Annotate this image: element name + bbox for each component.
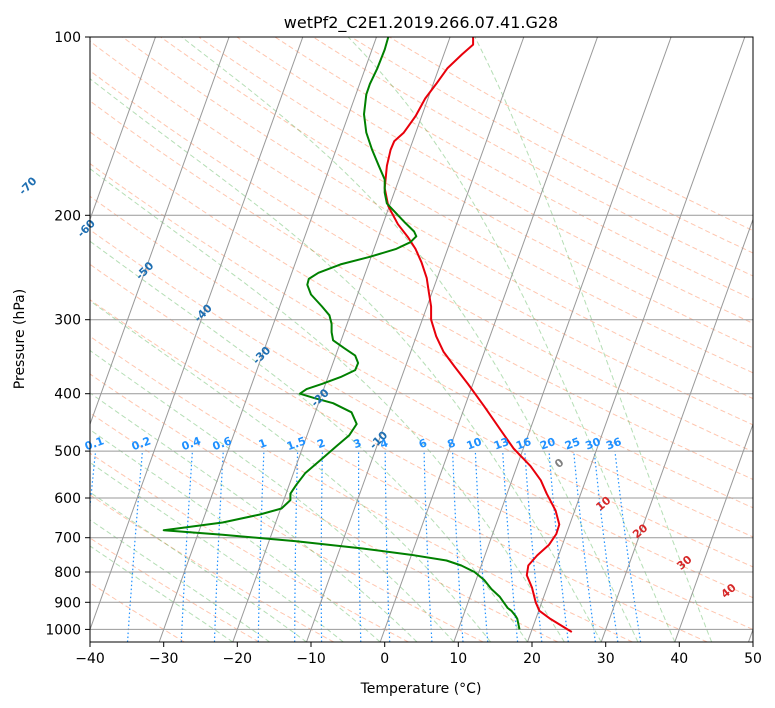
y-tick-label: 100 — [54, 30, 81, 46]
mixing-ratio-label: 0.1 — [83, 434, 106, 453]
mixing-ratio-label: 20 — [538, 435, 557, 453]
sounding-series — [162, 37, 573, 633]
y-tick-label: 300 — [54, 313, 81, 329]
dry-adiabat-line — [121, 37, 753, 400]
y-tick-label: 400 — [54, 387, 81, 403]
x-tick-label: 20 — [523, 651, 541, 667]
mixing-ratio-line — [502, 451, 519, 642]
mixing-ratio-label: 1.5 — [285, 434, 308, 453]
mixing-ratio-line — [90, 451, 97, 512]
dry-adiabat-line — [274, 37, 753, 300]
moist-adiabat-line — [90, 78, 602, 642]
dry-adiabat-line — [236, 37, 753, 324]
isotherm-line — [306, 37, 525, 642]
y-tick-label: 700 — [54, 531, 81, 547]
y-tick-label: 200 — [54, 208, 81, 224]
isotherm-line — [527, 37, 746, 642]
moist-adiabat-line — [90, 461, 344, 642]
pressure-gridlines — [90, 37, 753, 630]
dry-adiabat-line — [90, 299, 708, 642]
isotherm-line — [232, 37, 451, 642]
y-tick-label: 900 — [54, 595, 81, 611]
moist-adiabat-line — [347, 37, 676, 642]
mixing-ratio-label: 1 — [257, 436, 269, 451]
mixing-ratio-label: 16 — [514, 435, 533, 453]
isotherm-line — [674, 422, 753, 642]
mixing-ratio-label: 6 — [417, 436, 429, 451]
dry-adiabat-line — [90, 582, 185, 642]
y-tick-label: 800 — [54, 565, 81, 581]
y-tick-label: 1000 — [45, 622, 81, 638]
dewpoint-profile-line — [162, 37, 521, 630]
axis-ticks: −40 −30 −20 −10 0 10 20 30 40 5010020030040050060… — [45, 30, 762, 667]
dry-adiabat-line — [90, 131, 753, 509]
dry-adiabat-line — [90, 373, 559, 642]
moist-adiabat-line — [181, 37, 639, 642]
mixing-ratio-label: 2 — [315, 436, 327, 451]
y-tick-label: 500 — [54, 444, 81, 460]
mixing-ratio-label: 0.4 — [180, 434, 203, 453]
mixing-ratio-label: 13 — [492, 435, 511, 452]
mixing-ratio-line — [614, 451, 642, 642]
x-tick-label: 10 — [449, 651, 467, 667]
chart-title: wetPf2_C2E1.2019.266.07.41.G28 — [284, 13, 558, 33]
dry-adiabat-line — [90, 335, 633, 642]
y-tick-label: 600 — [54, 491, 81, 507]
y-axis-title: Pressure (hPa) — [12, 289, 28, 389]
mixing-ratio-label: 8 — [446, 436, 458, 451]
skewed-isotherms — [90, 37, 753, 642]
mixing-ratio-line — [548, 451, 569, 642]
isotherm-line — [453, 37, 672, 642]
x-tick-label: −10 — [296, 651, 326, 667]
dry-adiabat-line — [90, 163, 753, 538]
dry-adiabat-line — [90, 40, 753, 426]
x-axis-title: Temperature (°C) — [360, 681, 482, 697]
moist-adiabat-line — [90, 240, 528, 642]
mixing-ratio-label: 10 — [465, 435, 484, 453]
isotherm-line — [90, 37, 230, 426]
moist-adiabat-line — [90, 168, 565, 642]
mixing-ratio-label: 3 — [352, 436, 364, 451]
plot-frame — [89, 36, 754, 643]
mixing-ratio-label: 0.2 — [130, 434, 153, 453]
moist-adiabat-line — [90, 545, 234, 642]
dry-adiabats — [90, 37, 753, 642]
moist-adiabat-line — [474, 37, 713, 642]
x-tick-label: 50 — [744, 651, 762, 667]
moist-adiabat-line — [90, 429, 381, 642]
x-tick-label: −40 — [75, 651, 105, 667]
mixing-ratio-line — [524, 451, 543, 642]
isotherm-line — [600, 217, 753, 642]
dry-adiabat-line — [90, 537, 260, 642]
mixing-ratio-label: 25 — [563, 435, 582, 452]
moist-adiabat-line — [90, 349, 455, 642]
moist-adiabat-line — [90, 519, 270, 642]
dry-adiabat-line — [159, 37, 753, 374]
isotherm-line — [379, 37, 598, 642]
x-tick-label: 40 — [670, 651, 688, 667]
mixing-ratio-line — [573, 451, 596, 642]
x-tick-label: 0 — [380, 651, 389, 667]
temperature-profile-line — [383, 37, 573, 633]
dry-adiabat-line — [90, 452, 409, 642]
isotherm-line — [90, 37, 156, 221]
mixing-ratio-label: 30 — [584, 435, 603, 453]
x-tick-label: 30 — [597, 651, 615, 667]
mixing-ratio-label: 4 — [378, 436, 390, 451]
x-tick-label: −20 — [223, 651, 253, 667]
mixing-ratio-line — [593, 451, 619, 642]
dry-adiabat-line — [90, 195, 753, 568]
dry-adiabat-line — [90, 412, 484, 642]
mixing-ratio-label: 0.6 — [211, 434, 234, 453]
isotherm-line — [90, 37, 304, 631]
isotherm-line — [158, 37, 377, 642]
x-tick-label: −30 — [149, 651, 179, 667]
mixing-ratio-label: 36 — [604, 435, 623, 453]
dry-adiabat-line — [197, 37, 753, 349]
